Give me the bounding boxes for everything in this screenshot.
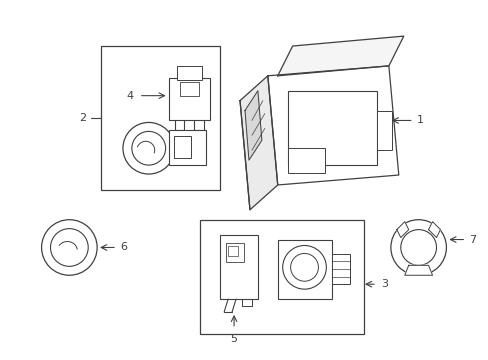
Polygon shape <box>240 76 277 210</box>
Text: 3: 3 <box>380 279 387 289</box>
Polygon shape <box>277 36 403 76</box>
Bar <box>228 247 238 256</box>
Bar <box>168 130 206 165</box>
Polygon shape <box>267 66 398 185</box>
Polygon shape <box>404 265 432 275</box>
Circle shape <box>132 131 165 165</box>
Polygon shape <box>396 222 408 238</box>
Bar <box>176 66 202 80</box>
Bar <box>200 220 364 334</box>
Circle shape <box>282 246 325 289</box>
Circle shape <box>290 253 318 281</box>
Text: 4: 4 <box>126 91 134 101</box>
Text: 1: 1 <box>416 116 423 126</box>
Bar <box>225 243 244 262</box>
Text: 2: 2 <box>79 113 86 123</box>
Bar <box>168 78 210 121</box>
Text: 6: 6 <box>120 243 127 252</box>
Bar <box>220 235 257 299</box>
Bar <box>287 91 376 165</box>
Bar <box>101 46 220 190</box>
Circle shape <box>400 230 436 265</box>
Text: 7: 7 <box>468 234 475 244</box>
Polygon shape <box>244 91 262 160</box>
Bar <box>173 136 191 158</box>
Circle shape <box>390 220 446 275</box>
Bar <box>179 82 199 96</box>
Bar <box>287 148 325 173</box>
Bar <box>376 111 391 150</box>
Circle shape <box>50 229 88 266</box>
Circle shape <box>122 122 174 174</box>
Polygon shape <box>427 222 440 238</box>
Text: 5: 5 <box>230 334 237 344</box>
Bar <box>332 255 349 284</box>
Bar <box>277 239 332 299</box>
Circle shape <box>41 220 97 275</box>
